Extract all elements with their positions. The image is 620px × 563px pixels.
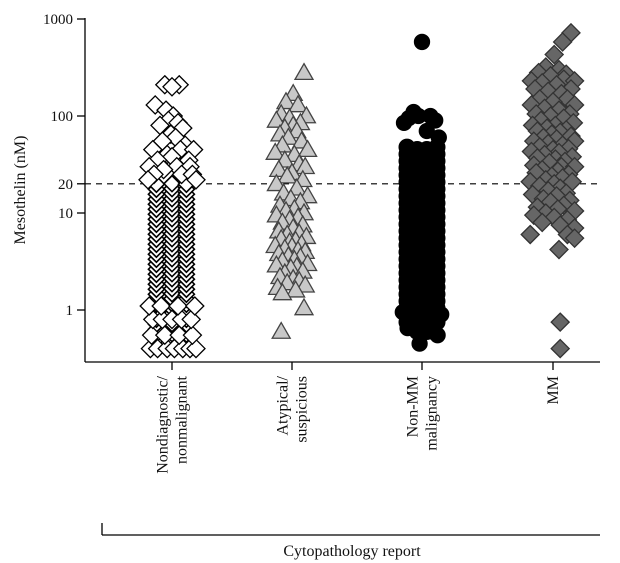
data-point <box>550 338 571 359</box>
data-point <box>550 312 571 333</box>
data-points <box>138 22 585 359</box>
category-label: Atypical/ <box>275 375 292 435</box>
category-label: Nondiagnostic/ <box>155 375 172 473</box>
data-point <box>272 282 293 301</box>
data-point <box>394 304 411 321</box>
data-point <box>293 62 315 81</box>
axes: 1 10 20 100 1000 <box>43 12 600 370</box>
category-label: malignancy <box>424 376 441 451</box>
data-point <box>265 142 286 160</box>
y-tick-label: 100 <box>51 109 74 125</box>
data-point <box>287 94 309 113</box>
data-point <box>266 110 287 128</box>
y-tick-label: 10 <box>58 206 73 222</box>
data-point <box>549 239 569 260</box>
data-point <box>277 165 298 184</box>
category-label: MM <box>545 376 562 404</box>
data-point <box>297 139 318 158</box>
data-point <box>395 114 413 131</box>
data-point <box>186 169 206 190</box>
category-labels: Nondiagnostic/nonmalignant Atypical/suspi… <box>155 375 563 473</box>
data-point <box>141 325 162 346</box>
data-point <box>168 296 188 316</box>
data-point <box>268 159 289 178</box>
data-point <box>295 274 316 293</box>
data-point <box>285 279 306 298</box>
data-point <box>138 169 158 190</box>
dense-point <box>162 174 182 193</box>
y-axis-title: Mesothelin (nM) <box>12 136 29 245</box>
data-point <box>295 156 316 175</box>
data-point <box>151 296 172 316</box>
x-axis-title: Cytopathology report <box>283 543 421 560</box>
data-point <box>564 228 585 249</box>
data-point <box>184 296 205 316</box>
data-point <box>520 224 541 245</box>
category-label: nonmalignant <box>174 375 191 464</box>
data-point <box>154 325 175 346</box>
data-point <box>552 32 573 52</box>
data-point <box>293 297 315 316</box>
data-point <box>544 44 565 65</box>
category-label: suspicious <box>294 376 311 443</box>
data-point <box>427 112 444 129</box>
data-point <box>169 325 190 346</box>
data-point <box>271 321 292 339</box>
category-label: Non-MM <box>405 376 422 437</box>
data-point <box>182 325 203 346</box>
y-tick-label: 20 <box>58 177 73 193</box>
data-point <box>430 129 447 146</box>
data-point <box>411 335 428 352</box>
data-point <box>433 306 450 323</box>
data-point <box>266 254 287 273</box>
data-point <box>532 212 553 233</box>
y-tick-label: 1000 <box>43 12 73 28</box>
data-point <box>429 327 446 344</box>
y-tick-label: 1 <box>66 303 74 319</box>
data-point <box>162 76 182 97</box>
data-point <box>413 33 431 51</box>
data-point <box>286 177 307 196</box>
data-point <box>266 173 287 192</box>
